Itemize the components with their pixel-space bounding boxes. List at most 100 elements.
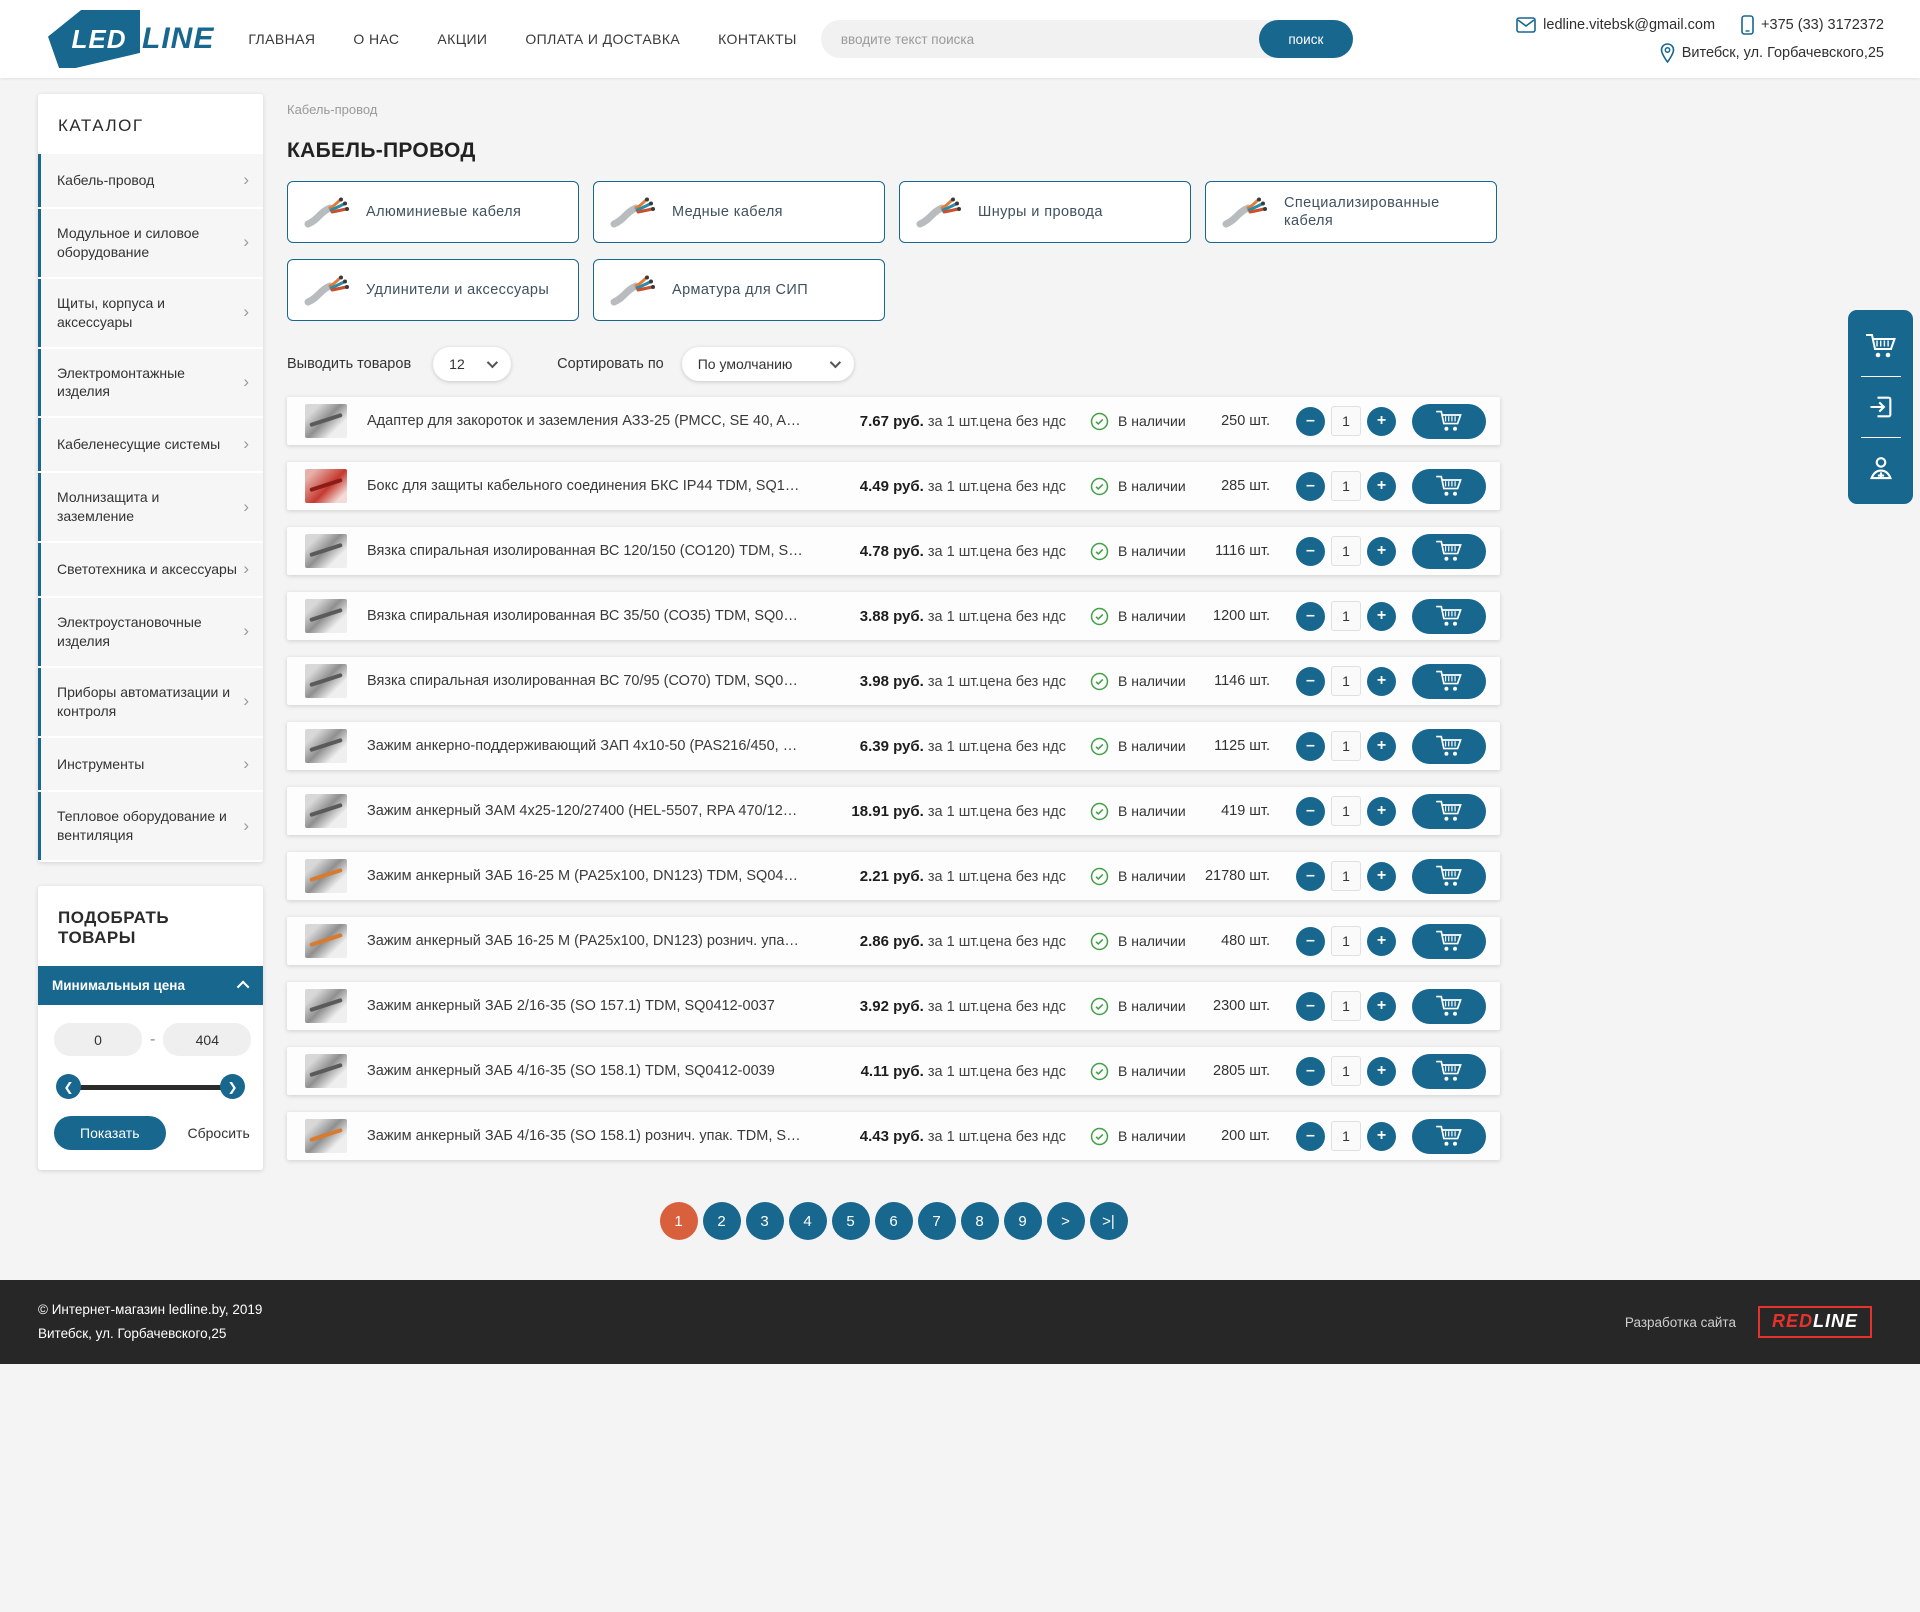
price-filter-header[interactable]: Минимальныя цена xyxy=(38,966,263,1006)
quantity-input[interactable] xyxy=(1331,731,1361,761)
quantity-input[interactable] xyxy=(1331,536,1361,566)
catalog-item[interactable]: Тепловое оборудование и вентиляция › xyxy=(38,792,263,861)
quantity-input[interactable] xyxy=(1331,601,1361,631)
add-to-cart-button[interactable] xyxy=(1412,728,1486,764)
category-card[interactable]: Медные кабеля xyxy=(593,181,885,243)
add-to-cart-button[interactable] xyxy=(1412,793,1486,829)
site-logo[interactable]: LED LINE xyxy=(48,10,214,68)
pagination-button[interactable]: 1 xyxy=(659,1202,698,1240)
pagination-button[interactable]: 7 xyxy=(917,1202,956,1240)
add-to-cart-button[interactable] xyxy=(1412,533,1486,569)
quantity-input[interactable] xyxy=(1331,861,1361,891)
catalog-item[interactable]: Светотехника и аксессуары › xyxy=(38,543,263,596)
pagination-button[interactable]: >| xyxy=(1089,1202,1128,1240)
quantity-minus-button[interactable]: – xyxy=(1296,1056,1325,1086)
phone-link[interactable]: +375 (33) 3172372 xyxy=(1741,15,1884,35)
quantity-plus-button[interactable]: + xyxy=(1367,536,1396,566)
pagination-button[interactable]: > xyxy=(1046,1202,1085,1240)
quantity-plus-button[interactable]: + xyxy=(1367,926,1396,956)
quantity-minus-button[interactable]: – xyxy=(1296,861,1325,891)
email-link[interactable]: ledline.vitebsk@gmail.com xyxy=(1516,17,1715,33)
login-toolbar-button[interactable] xyxy=(1848,377,1913,437)
quantity-minus-button[interactable]: – xyxy=(1296,666,1325,696)
add-to-cart-button[interactable] xyxy=(1412,598,1486,634)
catalog-item[interactable]: Щиты, корпуса и аксессуары › xyxy=(38,278,263,347)
quantity-input[interactable] xyxy=(1331,471,1361,501)
catalog-item[interactable]: Инструменты › xyxy=(38,737,263,791)
quantity-plus-button[interactable]: + xyxy=(1367,601,1396,631)
add-to-cart-button[interactable] xyxy=(1412,403,1486,439)
pagination-button[interactable]: 2 xyxy=(702,1202,741,1240)
register-toolbar-button[interactable] xyxy=(1848,438,1913,498)
catalog-item[interactable]: Кабеленесущие системы › xyxy=(38,418,263,472)
slider-handle-max[interactable]: ❯ xyxy=(220,1074,245,1100)
breadcrumb[interactable]: Кабель-провод xyxy=(287,102,378,117)
quantity-plus-button[interactable]: + xyxy=(1367,1121,1396,1151)
add-to-cart-button[interactable] xyxy=(1412,988,1486,1024)
quantity-minus-button[interactable]: – xyxy=(1296,1121,1325,1151)
quantity-plus-button[interactable]: + xyxy=(1367,796,1396,826)
quantity-plus-button[interactable]: + xyxy=(1367,991,1396,1021)
pagination-button[interactable]: 8 xyxy=(960,1202,999,1240)
quantity-minus-button[interactable]: – xyxy=(1296,796,1325,826)
category-card[interactable]: Алюминиевые кабеля xyxy=(287,181,579,243)
sort-select[interactable]: По умолчанию xyxy=(681,347,854,381)
quantity-plus-button[interactable]: + xyxy=(1367,861,1396,891)
search-button[interactable]: поиск xyxy=(1258,20,1353,58)
price-min-input[interactable] xyxy=(54,1023,142,1057)
slider-track[interactable] xyxy=(64,1085,237,1091)
pagination-button[interactable]: 4 xyxy=(788,1202,827,1240)
catalog-item[interactable]: Кабель-провод › xyxy=(38,154,263,207)
nav-item[interactable]: КОНТАКТЫ xyxy=(718,31,797,47)
quantity-minus-button[interactable]: – xyxy=(1296,471,1325,501)
product-name[interactable]: Бокс для защиты кабельного соединения БК… xyxy=(367,478,804,494)
product-name[interactable]: Вязка спиральная изолированная ВС 70/95 … xyxy=(367,673,804,689)
quantity-input[interactable] xyxy=(1331,926,1361,956)
product-name[interactable]: Зажим анкерный ЗАБ 4/16-35 (SO 158.1) TD… xyxy=(367,1063,775,1079)
quantity-minus-button[interactable]: – xyxy=(1296,926,1325,956)
product-name[interactable]: Вязка спиральная изолированная ВС 120/15… xyxy=(367,543,804,559)
category-card[interactable]: Шнуры и провода xyxy=(899,181,1191,243)
quantity-plus-button[interactable]: + xyxy=(1367,731,1396,761)
quantity-plus-button[interactable]: + xyxy=(1367,406,1396,436)
add-to-cart-button[interactable] xyxy=(1412,858,1486,894)
quantity-minus-button[interactable]: – xyxy=(1296,601,1325,631)
add-to-cart-button[interactable] xyxy=(1412,663,1486,699)
add-to-cart-button[interactable] xyxy=(1412,1118,1486,1154)
price-max-input[interactable] xyxy=(163,1023,252,1057)
product-name[interactable]: Зажим анкерно-поддерживающий ЗАП 4х10-50… xyxy=(367,738,804,754)
nav-item[interactable]: ГЛАВНАЯ xyxy=(248,31,316,47)
developer-logo[interactable]: RED LINE xyxy=(1757,1306,1872,1338)
quantity-plus-button[interactable]: + xyxy=(1367,471,1396,501)
cart-toolbar-button[interactable] xyxy=(1848,316,1913,376)
pagination-button[interactable]: 3 xyxy=(745,1202,784,1240)
filter-reset-button[interactable]: Сбросить xyxy=(187,1125,250,1142)
category-card[interactable]: Удлинители и аксессуары xyxy=(287,259,579,321)
pagination-button[interactable]: 6 xyxy=(874,1202,913,1240)
product-name[interactable]: Зажим анкерный ЗАБ 4/16-35 (SO 158.1) ро… xyxy=(367,1128,804,1144)
pagination-button[interactable]: 5 xyxy=(831,1202,870,1240)
per-page-select[interactable]: 12 xyxy=(433,347,512,381)
category-card[interactable]: Арматура для СИП xyxy=(593,259,885,321)
nav-item[interactable]: АКЦИИ xyxy=(437,31,488,47)
quantity-minus-button[interactable]: – xyxy=(1296,536,1325,566)
catalog-item[interactable]: Приборы автоматизации и контроля › xyxy=(38,667,263,736)
catalog-item[interactable]: Молнизащита и заземление › xyxy=(38,473,263,541)
catalog-item[interactable]: Модульное и силовое оборудование › xyxy=(38,208,263,277)
quantity-input[interactable] xyxy=(1331,1056,1361,1086)
quantity-input[interactable] xyxy=(1331,666,1361,696)
product-name[interactable]: Адаптер для закороток и заземления АЗЗ-2… xyxy=(367,413,804,429)
nav-item[interactable]: ОПЛАТА И ДОСТАВКА xyxy=(525,31,681,47)
pagination-button[interactable]: 9 xyxy=(1003,1202,1042,1240)
quantity-input[interactable] xyxy=(1331,796,1361,826)
quantity-input[interactable] xyxy=(1331,1121,1361,1151)
add-to-cart-button[interactable] xyxy=(1412,1053,1486,1089)
quantity-plus-button[interactable]: + xyxy=(1367,1056,1396,1086)
slider-handle-min[interactable]: ❮ xyxy=(56,1074,81,1100)
quantity-minus-button[interactable]: – xyxy=(1296,731,1325,761)
catalog-item[interactable]: Электромонтажные изделия › xyxy=(38,348,263,417)
product-name[interactable]: Вязка спиральная изолированная ВС 35/50 … xyxy=(367,608,804,624)
filter-show-button[interactable]: Показать xyxy=(54,1116,166,1151)
quantity-input[interactable] xyxy=(1331,406,1361,436)
product-name[interactable]: Зажим анкерный ЗАМ 4х25-120/27400 (HEL-5… xyxy=(367,803,804,819)
